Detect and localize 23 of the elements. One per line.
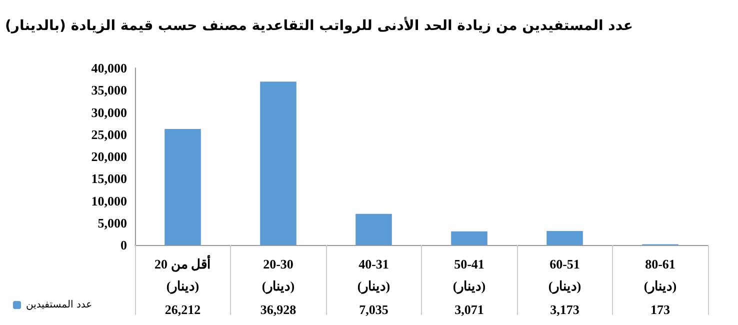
data-label: 36,928 — [260, 302, 297, 317]
bar — [356, 214, 392, 245]
chart-title: عدد المستفيدين من زيادة الحد الأدنى للرواتب التقاعدية مصنف حسب قيمة الزيادة (بالدينار) — [4, 16, 634, 34]
x-tick-label: أقل من 20 (دينار) — [154, 256, 211, 294]
data-label: 3,071 — [454, 302, 484, 317]
data-label: 7,035 — [359, 302, 389, 317]
y-tick-label: 20,000 — [91, 149, 127, 164]
legend-label: عدد المستفيدين — [26, 300, 92, 310]
y-tick-label: 10,000 — [91, 193, 127, 208]
y-tick-label: 25,000 — [91, 126, 127, 142]
data-label: 3,173 — [550, 302, 580, 317]
data-label: 26,212 — [164, 302, 201, 317]
bar — [451, 231, 488, 245]
y-tick-label: 0 — [120, 238, 127, 252]
y-tick-label: 5,000 — [98, 215, 127, 230]
y-tick-label: 35,000 — [91, 82, 127, 98]
data-label: 173 — [650, 302, 670, 317]
bar — [260, 82, 296, 245]
bar — [546, 230, 583, 245]
bar — [164, 129, 201, 245]
y-tick-label: 15,000 — [91, 171, 127, 186]
y-tick-label: 30,000 — [91, 104, 127, 120]
y-tick-label: 40,000 — [91, 60, 127, 76]
